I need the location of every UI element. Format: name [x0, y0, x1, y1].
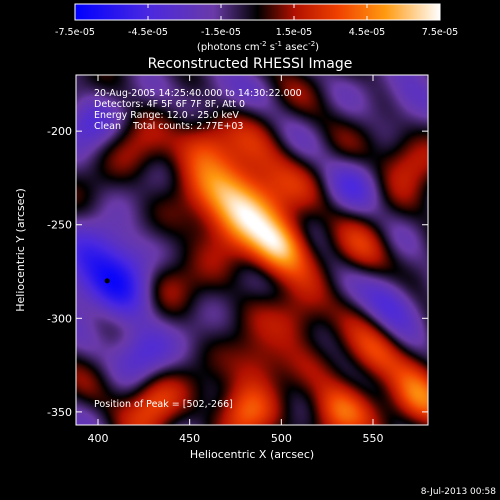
x-tick-label: 450 [179, 432, 200, 445]
annotation-counts: Clean Total counts: 2.77E+03 [94, 121, 243, 132]
annotation-block: 20-Aug-2005 14:25:40.000 to 14:30:22.000… [94, 88, 302, 132]
colorbar-tick-label: -1.5e-05 [201, 27, 241, 38]
colorbar-tick-label: -7.5e-05 [55, 27, 95, 38]
colorbar-tick-label: 7.5e-05 [422, 27, 458, 38]
y-tick-label: -250 [47, 219, 72, 232]
colorbar-gradient [74, 3, 441, 21]
colorbar: -7.5e-05 -4.5e-05 -1.5e-05 1.5e-05 4.5e-05 7.… [55, 3, 458, 53]
annotation-energy-range: Energy Range: 12.0 - 25.0 keV [94, 110, 239, 121]
chart-title: Reconstructed RHESSI Image [148, 56, 353, 72]
x-axis-label: Heliocentric X (arcsec) [190, 448, 314, 461]
y-tick-label: -200 [47, 125, 72, 138]
y-axis-label: Heliocentric Y (arcsec) [14, 188, 27, 312]
x-tick-label: 550 [363, 432, 384, 445]
render-timestamp: 8-Jul-2013 00:58 [421, 487, 497, 497]
annotation-detectors: Detectors: 4F 5F 6F 7F 8F, Att 0 [94, 99, 245, 110]
y-tick-label: -300 [47, 312, 72, 325]
colorbar-tick-label: 1.5e-05 [276, 27, 312, 38]
heatmap-image [76, 75, 428, 425]
peak-marker [104, 278, 110, 284]
x-tick-label: 400 [88, 432, 109, 445]
annotation-time-range: 20-Aug-2005 14:25:40.000 to 14:30:22.000 [94, 88, 302, 99]
colorbar-units-label: (photons cm-2 s-1 asec-2) [197, 40, 319, 53]
peak-position-label: Position of Peak = [502,-266] [94, 399, 233, 410]
y-tick-label: -350 [47, 406, 72, 419]
axis-ticks: 400 450 500 550 -200 -250 -300 -350 [47, 75, 428, 445]
x-tick-label: 500 [271, 432, 292, 445]
colorbar-ticks: -7.5e-05 -4.5e-05 -1.5e-05 1.5e-05 4.5e-05 7.… [55, 4, 458, 38]
colorbar-tick-label: 4.5e-05 [349, 27, 385, 38]
plot-frame [75, 74, 429, 426]
colorbar-tick-label: -4.5e-05 [128, 27, 168, 38]
plot-area: 400 450 500 550 -200 -250 -300 -350 [47, 74, 429, 445]
